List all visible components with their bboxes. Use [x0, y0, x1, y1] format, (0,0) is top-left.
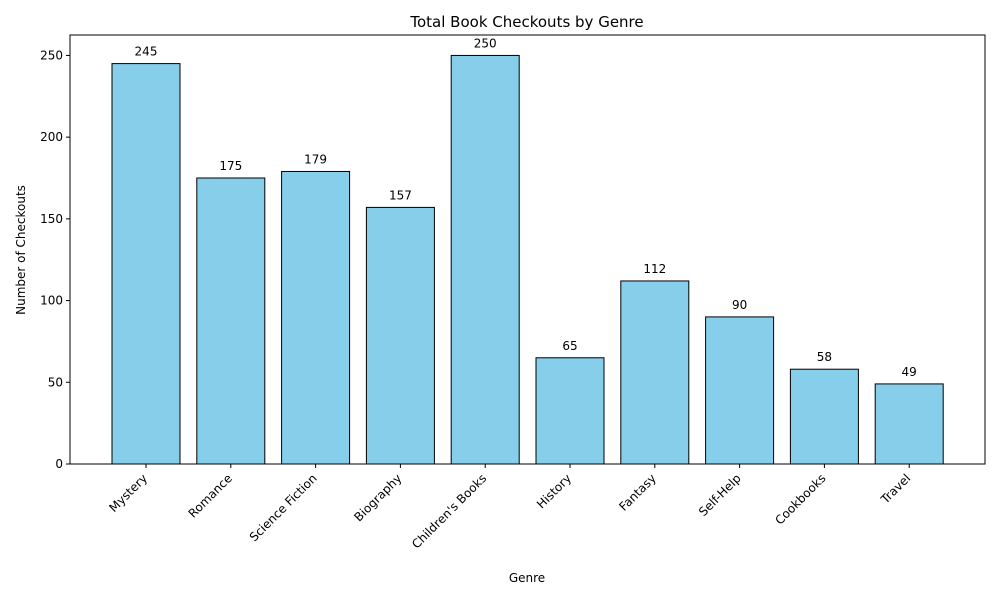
x-tick-label: Biography [351, 471, 404, 524]
x-tick-label: Romance [186, 471, 235, 520]
bar-children-s-books [450, 54, 520, 465]
bar-romance [196, 177, 266, 465]
x-tick-label: Travel [877, 471, 913, 507]
y-tick-label: 250 [40, 48, 63, 62]
y-axis: 0 50 100 150 200 250 [40, 48, 70, 471]
data-label: 49 [902, 365, 917, 379]
data-label: 245 [135, 45, 158, 59]
bar-travel [874, 383, 944, 465]
data-label: 179 [304, 152, 327, 166]
bars-group [111, 54, 944, 465]
y-tick-label: 100 [40, 294, 63, 308]
x-tick-label: Mystery [106, 471, 150, 515]
x-tick-label: Self-Help [696, 471, 744, 519]
bar-self-help [705, 316, 775, 465]
data-labels-group: 245 175 179 157 250 65 112 90 58 49 [135, 36, 917, 378]
data-label: 112 [643, 262, 666, 276]
plot-frame [69, 34, 986, 465]
bar-mystery [111, 63, 181, 465]
data-label: 90 [732, 298, 747, 312]
bar-history [535, 357, 605, 465]
bar-cookbooks [789, 368, 859, 465]
x-axis: Mystery Romance Science Fiction Biography Ch… [106, 464, 913, 551]
y-axis-label: Number of Checkouts [14, 185, 28, 315]
data-label: 65 [562, 339, 577, 353]
y-tick-label: 200 [40, 130, 63, 144]
y-tick-label: 150 [40, 212, 63, 226]
data-label: 250 [474, 36, 497, 50]
bar-biography [365, 206, 435, 465]
data-label: 157 [389, 188, 412, 202]
x-tick-label: Cookbooks [772, 471, 828, 527]
y-tick-label: 50 [48, 375, 63, 389]
data-label: 175 [219, 159, 242, 173]
x-axis-label: Genre [509, 571, 545, 585]
x-tick-label: Science Fiction [247, 471, 320, 544]
bar-fantasy [620, 280, 690, 465]
y-tick-label: 0 [55, 457, 63, 471]
chart-title: Total Book Checkouts by Genre [409, 13, 643, 31]
data-label: 58 [817, 350, 832, 364]
x-tick-label: Fantasy [616, 471, 659, 514]
x-tick-label: Children's Books [409, 471, 489, 551]
bar-science-fiction [281, 170, 351, 465]
x-tick-label: History [534, 471, 574, 511]
